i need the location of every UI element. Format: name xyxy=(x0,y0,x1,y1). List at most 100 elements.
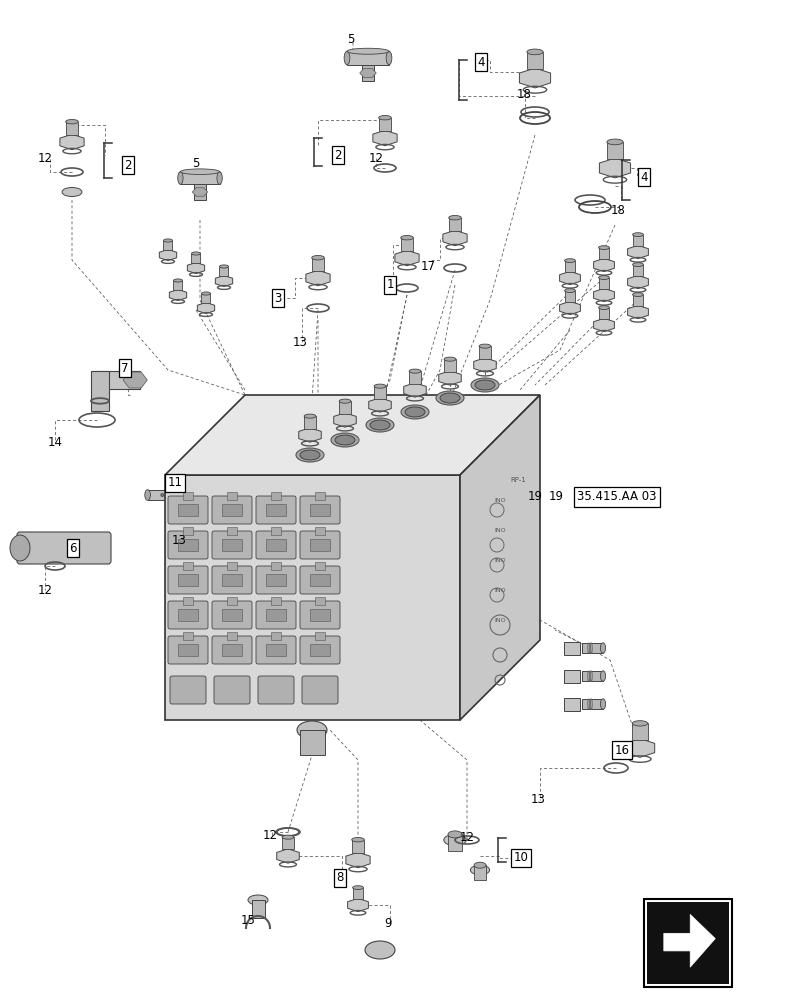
Bar xyxy=(598,308,608,319)
Ellipse shape xyxy=(366,418,393,432)
Bar xyxy=(361,65,374,81)
Polygon shape xyxy=(593,258,614,272)
Polygon shape xyxy=(663,914,714,967)
Polygon shape xyxy=(192,188,208,196)
Bar xyxy=(598,248,608,259)
Ellipse shape xyxy=(144,490,150,500)
Ellipse shape xyxy=(351,837,364,842)
Ellipse shape xyxy=(296,448,324,462)
Bar xyxy=(315,492,324,500)
Text: 9: 9 xyxy=(384,917,391,930)
Bar xyxy=(646,902,728,984)
Bar xyxy=(444,359,455,372)
Text: 2: 2 xyxy=(334,149,341,162)
Bar xyxy=(178,504,198,516)
Bar xyxy=(632,295,642,306)
Bar xyxy=(478,346,490,359)
Ellipse shape xyxy=(66,119,78,124)
Ellipse shape xyxy=(370,420,389,430)
Bar xyxy=(227,597,237,605)
Bar xyxy=(182,492,193,500)
Bar xyxy=(304,416,315,428)
Bar xyxy=(266,504,285,516)
FancyBboxPatch shape xyxy=(168,601,208,629)
Bar xyxy=(227,527,237,535)
Bar xyxy=(346,51,388,65)
Bar xyxy=(266,539,285,551)
FancyBboxPatch shape xyxy=(255,636,296,664)
Ellipse shape xyxy=(174,279,182,282)
Bar xyxy=(194,184,206,200)
Polygon shape xyxy=(519,68,550,88)
Bar xyxy=(564,698,579,710)
Ellipse shape xyxy=(564,289,575,292)
Ellipse shape xyxy=(598,276,608,279)
Polygon shape xyxy=(473,358,496,372)
Polygon shape xyxy=(169,290,187,300)
Text: 5: 5 xyxy=(347,33,354,46)
Ellipse shape xyxy=(405,407,424,417)
Ellipse shape xyxy=(180,169,219,174)
Ellipse shape xyxy=(400,235,413,240)
Polygon shape xyxy=(627,245,648,259)
Bar xyxy=(643,899,731,987)
Ellipse shape xyxy=(311,255,324,260)
Ellipse shape xyxy=(167,490,173,500)
Ellipse shape xyxy=(632,721,647,726)
Text: 12: 12 xyxy=(459,831,474,844)
Bar xyxy=(564,291,575,302)
Bar xyxy=(581,699,603,709)
Bar xyxy=(310,574,329,586)
Ellipse shape xyxy=(304,414,315,418)
Ellipse shape xyxy=(247,895,268,905)
Bar xyxy=(310,539,329,551)
Text: INO: INO xyxy=(494,587,505,592)
FancyBboxPatch shape xyxy=(17,532,111,564)
Text: 10: 10 xyxy=(513,851,528,864)
Bar xyxy=(632,723,647,740)
Bar xyxy=(66,122,78,135)
Bar xyxy=(352,888,363,899)
Polygon shape xyxy=(333,413,356,427)
FancyBboxPatch shape xyxy=(168,636,208,664)
Ellipse shape xyxy=(163,239,172,242)
Text: 16: 16 xyxy=(614,744,629,756)
Ellipse shape xyxy=(564,259,575,262)
Text: INO: INO xyxy=(494,497,505,502)
Polygon shape xyxy=(559,271,580,285)
Bar xyxy=(266,644,285,656)
Ellipse shape xyxy=(339,399,350,403)
Bar xyxy=(221,609,242,621)
Bar xyxy=(251,900,264,918)
FancyBboxPatch shape xyxy=(169,676,206,704)
Ellipse shape xyxy=(335,435,354,445)
Text: 6: 6 xyxy=(69,542,77,554)
Ellipse shape xyxy=(62,188,82,196)
Bar xyxy=(400,238,413,251)
Ellipse shape xyxy=(478,344,490,348)
Ellipse shape xyxy=(378,115,391,120)
Ellipse shape xyxy=(297,721,327,739)
Bar xyxy=(632,235,642,246)
Ellipse shape xyxy=(598,246,608,249)
Ellipse shape xyxy=(470,378,499,392)
Ellipse shape xyxy=(599,643,605,653)
Text: INO: INO xyxy=(494,558,505,562)
Bar xyxy=(526,52,543,69)
Ellipse shape xyxy=(409,369,420,373)
FancyBboxPatch shape xyxy=(168,566,208,594)
FancyBboxPatch shape xyxy=(299,636,340,664)
Ellipse shape xyxy=(191,252,200,255)
Bar xyxy=(191,253,200,263)
Text: 17: 17 xyxy=(420,260,435,273)
Ellipse shape xyxy=(444,357,455,361)
Bar xyxy=(201,294,210,303)
Ellipse shape xyxy=(365,941,394,959)
Bar xyxy=(315,597,324,605)
FancyBboxPatch shape xyxy=(212,601,251,629)
Text: 4: 4 xyxy=(477,56,484,69)
Polygon shape xyxy=(60,134,84,150)
Bar xyxy=(564,261,575,272)
FancyBboxPatch shape xyxy=(255,496,296,524)
Polygon shape xyxy=(559,301,580,315)
